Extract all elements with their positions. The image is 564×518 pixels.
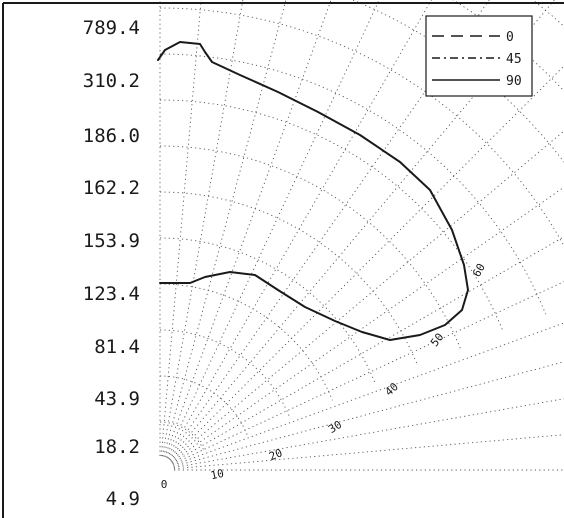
grid-arc [159,99,504,332]
series-line-90 [157,41,469,341]
radial-tick-label: 43.9 [94,388,140,410]
angular-tick-label: 50 [428,331,446,349]
series-group [157,41,469,341]
angular-tick-label: 20 [267,446,284,463]
polar-grid [159,0,564,471]
legend-items: 0 45 90 [432,30,522,89]
grid-arc [159,145,461,349]
radial-tick-label: 153.9 [83,230,140,252]
legend-label-45: 45 [506,52,522,67]
angular-tick-label: 30 [326,418,344,436]
grid-arc [159,283,333,401]
radial-tick-label: 123.4 [83,283,140,305]
grid-arc [159,237,376,384]
angular-tick-label: 60 [470,261,488,279]
radial-tick-label: 81.4 [94,336,140,358]
angular-tick-label: 0 [161,478,168,491]
radial-tick-labels: 789.4 310.2 186.0 162.2 153.9 123.4 81.4 43.9 18… [83,17,140,510]
legend: 0 45 90 [425,15,533,97]
legend-label-90: 90 [506,74,522,89]
grid-arc [159,375,248,435]
radial-tick-label: 162.2 [83,177,140,199]
radial-tick-label: 310.2 [83,70,140,92]
radial-tick-label: 18.2 [94,436,140,458]
radial-tick-label: 789.4 [83,17,140,39]
legend-box [425,15,533,97]
grid-arc [159,7,564,247]
angular-tick-label: 10 [209,467,225,482]
radial-tick-label: 4.9 [106,488,140,510]
radial-tick-label: 186.0 [83,125,140,147]
legend-label-0: 0 [506,30,514,45]
grid-arc [159,53,547,315]
